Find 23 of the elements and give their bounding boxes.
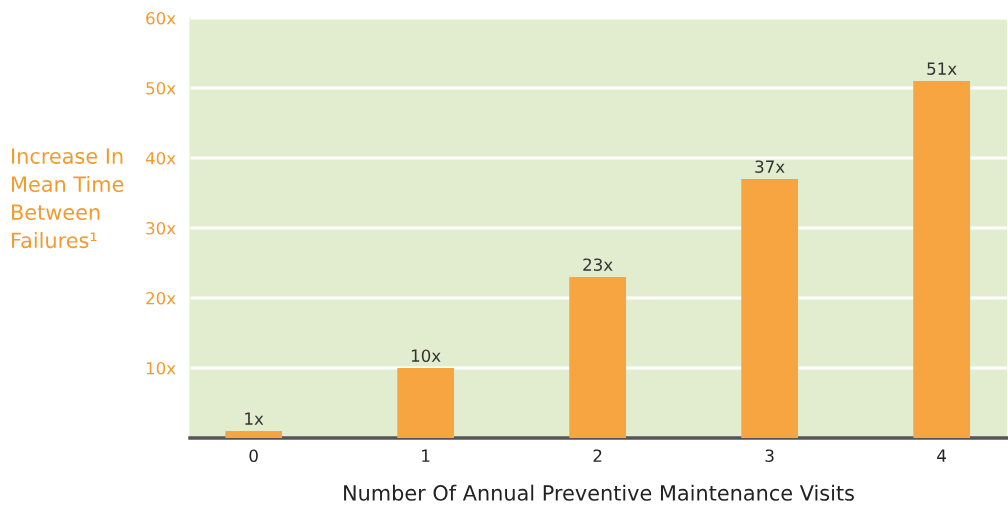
data-label: 10x [411, 349, 441, 362]
bar [913, 81, 971, 438]
y-axis-title: Increase In Mean Time Between Failures¹ [12, 148, 124, 249]
data-label: 1x [245, 412, 264, 425]
x-tick-label: 4 [937, 449, 946, 462]
y-tick-label: 20x [146, 291, 176, 305]
data-label: 23x [583, 258, 613, 271]
data-label: 51x [927, 62, 957, 75]
x-tick-label: 1 [422, 449, 430, 462]
bar [397, 368, 455, 438]
y-tick-label: 40x [145, 151, 176, 165]
x-tick-label: 2 [593, 449, 602, 462]
x-axis-title: Number Of Annual Preventive Maintenance Visits [344, 484, 854, 501]
y-tick-label: 10x [146, 361, 176, 375]
bar [225, 431, 283, 438]
x-tick-label: 0 [249, 449, 258, 463]
y-tick-label: 60x [146, 11, 176, 25]
bar [569, 277, 627, 438]
x-tick-label: 3 [765, 449, 774, 463]
y-tick-label: 30x [146, 221, 176, 235]
data-label: 37x [755, 160, 785, 173]
y-tick-label: 50x [146, 81, 176, 95]
bar [741, 179, 799, 438]
